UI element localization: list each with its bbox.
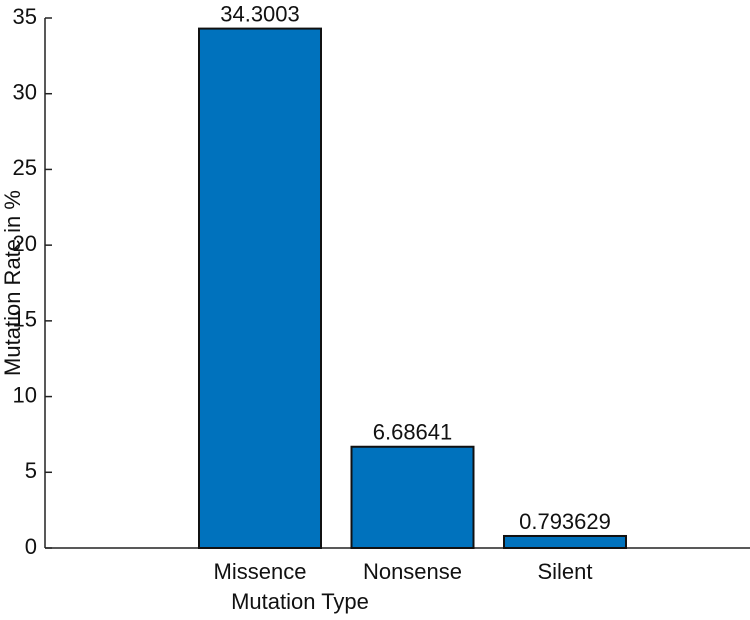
bar [198,27,322,549]
value-label: 6.68641 [373,420,453,445]
x-tick-label: Silent [537,559,592,584]
bar [503,534,627,549]
y-tick-label: 15 [13,307,37,332]
y-tick-label: 35 [13,4,37,29]
bar [350,445,475,550]
y-axis-title: Mutation Rate in % [0,190,25,376]
y-tick-label: 0 [25,534,37,559]
y-tick-label: 30 [13,80,37,105]
y-tick-label: 10 [13,382,37,407]
x-tick-label: Missence [214,559,307,584]
value-label: 0.793629 [519,509,611,534]
x-axis-title: Mutation Type [231,589,369,614]
x-tick-label: Nonsense [363,559,462,584]
y-tick-label: 5 [25,458,37,483]
y-tick-label: 25 [13,155,37,180]
y-tick-label: 20 [13,231,37,256]
value-label: 34.3003 [220,1,300,26]
